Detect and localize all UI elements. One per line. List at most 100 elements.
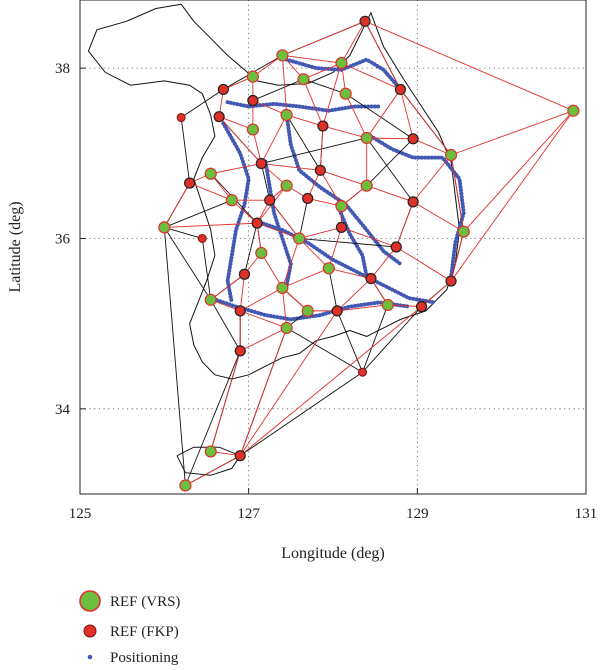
vrs-station <box>204 293 217 306</box>
x-axis-label: Longitude (deg) <box>281 545 385 562</box>
vrs-link <box>421 280 452 307</box>
fkp-link <box>261 137 367 164</box>
vrs-link <box>261 163 321 171</box>
vrs-station <box>204 167 217 180</box>
fkp-station <box>335 221 348 234</box>
vrs-link <box>269 199 300 239</box>
vrs-link <box>303 79 324 127</box>
x-tick-label: 127 <box>237 506 260 522</box>
positioning-track <box>225 100 382 113</box>
fkp-station <box>358 367 368 377</box>
fkp-station <box>317 120 329 132</box>
fkp-station <box>445 275 457 287</box>
vrs-link <box>364 20 574 112</box>
positioning-track <box>284 113 403 266</box>
fkp-link <box>201 238 212 300</box>
fkp-station <box>415 301 428 313</box>
fkp-station <box>234 345 246 357</box>
fkp-station <box>314 164 326 176</box>
vrs-link <box>341 21 366 64</box>
vrs-link <box>322 62 342 127</box>
fkp-station <box>302 192 314 205</box>
fkp-link <box>362 306 422 373</box>
vrs-link <box>450 231 465 282</box>
vrs-link <box>366 185 414 203</box>
vrs-stations <box>158 15 580 492</box>
fkp-link <box>163 227 212 301</box>
vrs-station <box>301 304 314 317</box>
positioning-track <box>263 159 293 288</box>
vrs-link <box>366 89 401 139</box>
axis-ticks: 125 127 129 131 34 36 38 <box>55 61 597 522</box>
plot-frame <box>79 0 587 495</box>
vrs-link <box>282 267 329 289</box>
vrs-link <box>239 310 338 456</box>
vrs-station <box>339 87 352 100</box>
vrs-station <box>246 70 259 83</box>
vrs-link <box>336 278 372 312</box>
vrs-link <box>239 274 245 311</box>
positioning-tracks <box>208 57 466 322</box>
vrs-station <box>360 131 373 145</box>
vrs-link <box>412 201 464 233</box>
fkp-station <box>251 217 263 229</box>
vrs-link <box>412 138 452 156</box>
vrs-link <box>396 246 452 282</box>
fkp-station <box>197 233 207 243</box>
vrs-station <box>335 56 348 70</box>
fkp-link <box>180 89 224 118</box>
vrs-link <box>319 126 324 171</box>
legend-vrs-marker <box>79 590 101 612</box>
vrs-station <box>381 298 394 312</box>
fkp-link <box>298 198 309 239</box>
fkp-link <box>210 299 241 352</box>
legend-vrs-label: REF (VRS) <box>110 594 180 610</box>
vrs-link <box>395 201 414 248</box>
vrs-station <box>293 232 306 245</box>
fkp-link <box>244 223 258 275</box>
legend-fkp-marker <box>83 624 97 638</box>
vrs-link <box>163 182 191 228</box>
fkp-link <box>336 310 363 373</box>
legend: REF (VRS) REF (FKP) Positioning <box>79 590 180 666</box>
coastline <box>87 3 461 476</box>
vrs-link <box>341 226 397 248</box>
vrs-link <box>282 54 342 64</box>
vrs-link <box>239 306 422 457</box>
fkp-link <box>366 137 414 203</box>
vrs-link <box>450 110 574 282</box>
fkp-station <box>255 157 267 170</box>
vrs-station <box>204 445 217 458</box>
vrs-link <box>286 114 324 127</box>
vrs-link <box>319 170 342 207</box>
positioning-track <box>221 121 251 305</box>
vrs-station <box>457 225 470 238</box>
vrs-link <box>252 100 287 116</box>
vrs-link <box>210 350 241 452</box>
vrs-link <box>164 222 258 228</box>
vrs-link <box>303 62 342 80</box>
vrs-station <box>280 321 293 335</box>
vrs-station <box>276 49 289 62</box>
fkp-station <box>217 83 229 96</box>
fkp-station <box>331 305 343 317</box>
vrs-link <box>240 327 287 352</box>
jeju-island-coastline <box>176 446 241 476</box>
vrs-station <box>297 73 310 86</box>
fkp-station <box>234 305 246 317</box>
fkp-station <box>359 15 371 27</box>
fkp-link <box>252 78 304 101</box>
vrs-station <box>322 262 335 275</box>
y-tick-label: 38 <box>55 61 70 77</box>
vrs-link <box>328 267 372 279</box>
positioning-track <box>255 219 437 305</box>
fkp-link <box>303 78 346 95</box>
positioning-track <box>335 202 369 279</box>
vrs-station <box>246 123 259 136</box>
fkp-station <box>264 194 276 206</box>
vrs-link <box>364 21 401 90</box>
vrs-link <box>328 227 342 269</box>
fkp-station <box>390 241 402 253</box>
x-tick-label: 125 <box>69 506 92 522</box>
